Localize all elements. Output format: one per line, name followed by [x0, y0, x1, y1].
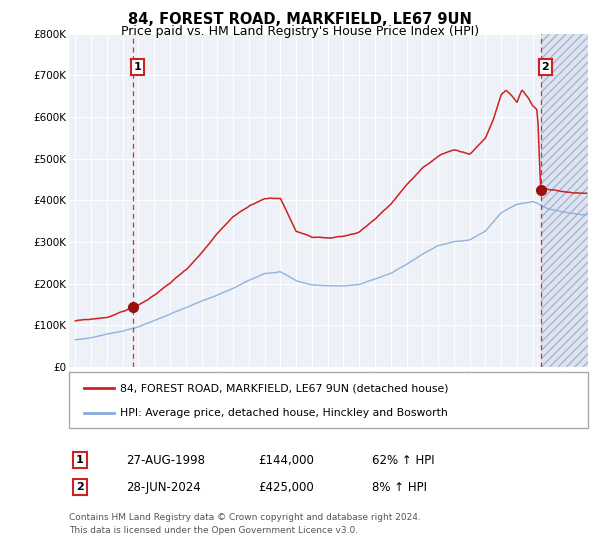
- Text: 84, FOREST ROAD, MARKFIELD, LE67 9UN: 84, FOREST ROAD, MARKFIELD, LE67 9UN: [128, 12, 472, 27]
- Text: This data is licensed under the Open Government Licence v3.0.: This data is licensed under the Open Gov…: [69, 526, 358, 535]
- Bar: [541, 34, 588, 367]
- Text: 1: 1: [134, 62, 142, 72]
- Text: Contains HM Land Registry data © Crown copyright and database right 2024.: Contains HM Land Registry data © Crown c…: [69, 514, 421, 522]
- Text: 2: 2: [541, 62, 549, 72]
- Text: 62% ↑ HPI: 62% ↑ HPI: [372, 454, 434, 467]
- Text: £144,000: £144,000: [258, 454, 314, 467]
- Text: 28-JUN-2024: 28-JUN-2024: [126, 480, 201, 494]
- Text: 84, FOREST ROAD, MARKFIELD, LE67 9UN (detached house): 84, FOREST ROAD, MARKFIELD, LE67 9UN (de…: [120, 383, 449, 393]
- Text: HPI: Average price, detached house, Hinckley and Bosworth: HPI: Average price, detached house, Hinc…: [120, 408, 448, 418]
- Text: 2: 2: [76, 482, 83, 492]
- Text: £425,000: £425,000: [258, 480, 314, 494]
- Text: 8% ↑ HPI: 8% ↑ HPI: [372, 480, 427, 494]
- Text: 1: 1: [76, 455, 83, 465]
- Text: Price paid vs. HM Land Registry's House Price Index (HPI): Price paid vs. HM Land Registry's House …: [121, 25, 479, 39]
- Text: 27-AUG-1998: 27-AUG-1998: [126, 454, 205, 467]
